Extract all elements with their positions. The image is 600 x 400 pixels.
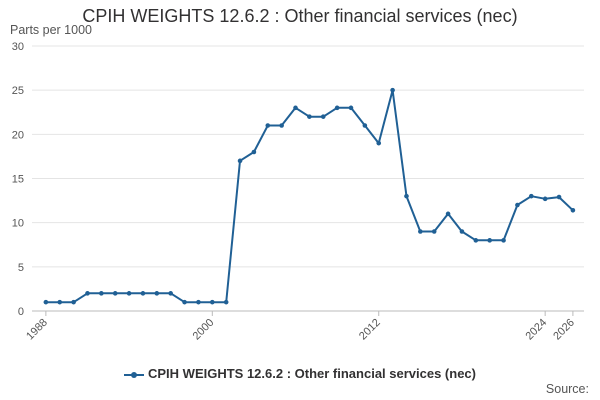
data-point: [182, 299, 187, 305]
data-point: [431, 229, 437, 234]
y-tick-label: 5: [18, 262, 24, 274]
x-tick-label: 2024: [523, 317, 549, 343]
legend-line-icon: [124, 370, 144, 380]
data-point: [570, 208, 576, 213]
x-tick-label: 1988: [24, 317, 50, 343]
y-axis-label: Parts per 1000: [10, 23, 92, 37]
data-point: [348, 105, 354, 111]
y-tick-label: 25: [12, 85, 24, 97]
chart-title: CPIH WEIGHTS 12.6.2 : Other financial se…: [82, 6, 518, 26]
y-tick-label: 0: [18, 306, 24, 318]
data-point: [112, 291, 118, 296]
data-point: [528, 193, 534, 199]
y-tick-label: 30: [12, 41, 24, 53]
x-tick-label: 2000: [191, 317, 217, 343]
data-point: [43, 299, 49, 305]
data-point: [57, 299, 63, 305]
data-point: [515, 202, 520, 208]
data-point: [237, 158, 243, 164]
x-tick-label: 2026: [551, 317, 577, 343]
data-point: [293, 105, 298, 111]
data-point: [404, 193, 409, 199]
data-point: [140, 291, 146, 296]
data-point: [223, 299, 229, 305]
data-point: [501, 238, 506, 243]
data-point: [556, 194, 562, 200]
source-label: Source:: [545, 382, 589, 396]
data-point: [99, 291, 104, 296]
y-tick-label: 20: [12, 129, 24, 141]
data-point: [71, 299, 76, 305]
data-point: [362, 123, 368, 128]
x-tick-label: 2012: [357, 317, 383, 343]
data-point: [251, 149, 257, 155]
data-point: [542, 196, 548, 202]
data-point: [210, 299, 215, 305]
data-point: [126, 291, 132, 296]
data-point: [85, 291, 90, 296]
data-point: [307, 114, 312, 119]
data-point: [168, 291, 173, 296]
data-point: [334, 105, 340, 111]
legend-label: CPIH WEIGHTS 12.6.2 : Other financial se…: [148, 366, 476, 381]
data-point: [265, 123, 271, 128]
data-point: [279, 123, 284, 128]
y-tick-label: 15: [12, 174, 24, 186]
data-point: [154, 291, 160, 296]
series-line: [45, 89, 574, 304]
data-point: [473, 238, 479, 243]
data-point: [390, 87, 395, 93]
data-point: [459, 229, 465, 234]
legend[interactable]: CPIH WEIGHTS 12.6.2 : Other financial se…: [0, 366, 600, 381]
data-point: [418, 229, 423, 234]
data-point: [196, 299, 201, 305]
data-point: [320, 114, 326, 119]
data-point: [376, 140, 382, 146]
data-point: [487, 238, 492, 243]
y-tick-label: 10: [12, 218, 24, 230]
data-point: [445, 211, 451, 217]
